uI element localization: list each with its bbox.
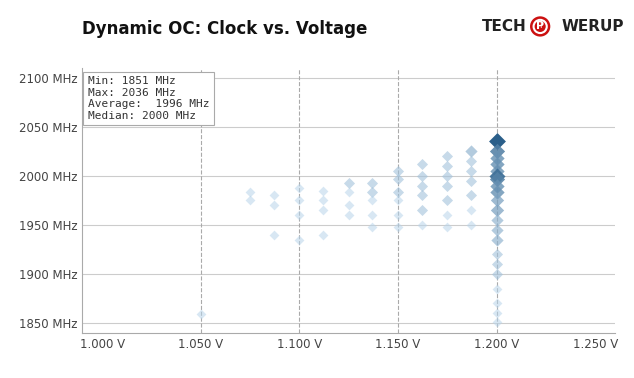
Point <box>466 192 476 198</box>
Point <box>491 217 501 223</box>
Point <box>393 176 403 182</box>
Point <box>318 187 328 194</box>
Point <box>417 173 427 179</box>
Point <box>491 300 501 306</box>
Point <box>417 192 427 198</box>
Point <box>491 168 501 174</box>
Point <box>491 189 501 195</box>
Point <box>367 180 377 186</box>
Point <box>443 153 453 159</box>
Point <box>491 138 501 144</box>
Point <box>245 197 255 203</box>
Point <box>466 148 476 154</box>
Point <box>393 168 403 174</box>
Point <box>269 232 279 238</box>
Point <box>466 168 476 174</box>
Point <box>491 155 501 161</box>
Point <box>367 212 377 218</box>
Point <box>491 207 501 213</box>
Point <box>491 148 501 154</box>
Point <box>393 197 403 203</box>
Point <box>294 197 304 203</box>
Point <box>344 189 354 195</box>
Point <box>245 189 255 195</box>
Point <box>367 224 377 230</box>
Point <box>294 212 304 218</box>
Point <box>491 197 501 203</box>
Point <box>318 232 328 238</box>
Point <box>367 189 377 195</box>
Point <box>294 184 304 191</box>
Text: WERUP: WERUP <box>562 19 624 34</box>
Point <box>269 192 279 198</box>
Point <box>466 158 476 164</box>
Text: P: P <box>536 22 544 31</box>
Point <box>491 183 501 189</box>
Point <box>393 212 403 218</box>
Point <box>443 173 453 179</box>
Point <box>393 224 403 230</box>
Point <box>491 310 501 316</box>
Point <box>491 261 501 267</box>
Point <box>417 207 427 213</box>
Point <box>367 197 377 203</box>
Point <box>443 163 453 169</box>
Point <box>491 161 501 167</box>
Point <box>491 173 501 179</box>
Point <box>443 212 453 218</box>
Point <box>466 178 476 184</box>
Text: Min: 1851 MHz
Max: 2036 MHz
Average:  1996 MHz
Median: 2000 MHz: Min: 1851 MHz Max: 2036 MHz Average: 199… <box>87 76 209 121</box>
Point <box>491 237 501 243</box>
Point <box>417 222 427 228</box>
Point <box>491 319 501 325</box>
Point <box>443 183 453 189</box>
Point <box>196 311 206 317</box>
Point <box>318 207 328 213</box>
Point <box>491 227 501 233</box>
Point <box>269 202 279 208</box>
Point <box>393 189 403 195</box>
Point <box>443 224 453 230</box>
Point <box>443 197 453 203</box>
Point <box>294 237 304 243</box>
Point <box>318 197 328 203</box>
Point <box>491 271 501 277</box>
Point <box>466 222 476 228</box>
Point <box>491 251 501 257</box>
Point <box>491 176 501 182</box>
Point <box>417 161 427 167</box>
Text: TECH: TECH <box>482 19 527 34</box>
Point <box>466 207 476 213</box>
Point <box>417 183 427 189</box>
Point <box>491 285 501 291</box>
Point <box>344 212 354 218</box>
Point <box>344 180 354 186</box>
Text: |: | <box>539 22 541 28</box>
Text: Dynamic OC: Clock vs. Voltage: Dynamic OC: Clock vs. Voltage <box>82 20 368 38</box>
Point <box>344 202 354 208</box>
